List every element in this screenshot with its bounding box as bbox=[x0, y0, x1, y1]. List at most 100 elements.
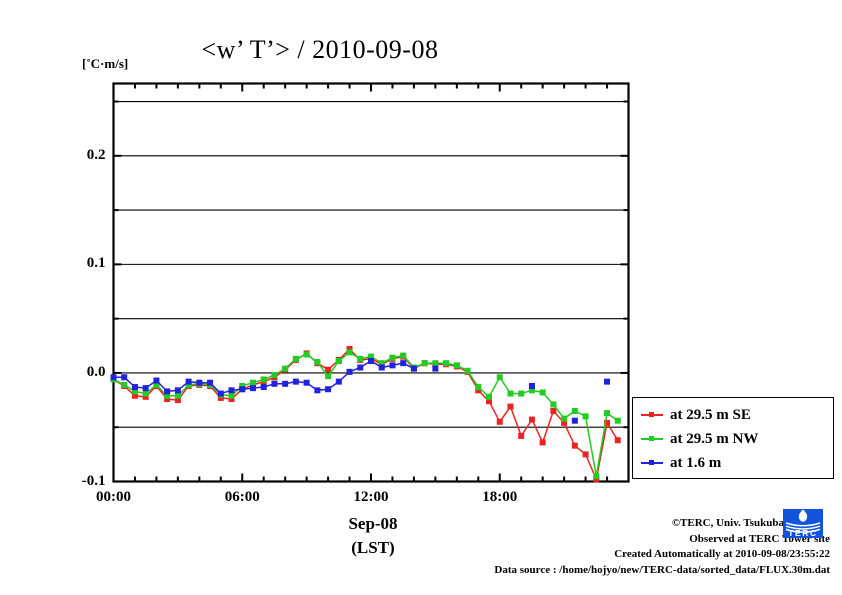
data-point bbox=[357, 355, 364, 362]
data-point bbox=[389, 354, 396, 361]
legend: at 29.5 m SE at 29.5 m NW at 1.6 m bbox=[632, 397, 834, 479]
series-3 bbox=[432, 365, 611, 424]
y-axis-tick-label: 0.0 bbox=[86, 363, 106, 380]
data-point bbox=[174, 387, 181, 394]
terc-logo: TERC bbox=[783, 509, 823, 538]
data-point bbox=[174, 392, 181, 399]
data-point bbox=[400, 352, 407, 359]
data-point bbox=[443, 360, 450, 367]
data-point bbox=[260, 384, 267, 391]
data-point bbox=[528, 416, 535, 423]
data-point bbox=[303, 379, 310, 386]
data-point bbox=[421, 360, 428, 367]
x-axis-caption-timezone: (LST) bbox=[351, 538, 395, 557]
data-point bbox=[614, 417, 621, 424]
data-point bbox=[389, 362, 396, 369]
data-point bbox=[367, 357, 374, 364]
data-point bbox=[292, 355, 299, 362]
data-point bbox=[539, 439, 546, 446]
data-point bbox=[110, 374, 117, 381]
data-point bbox=[314, 387, 321, 394]
data-point bbox=[153, 377, 160, 384]
data-point bbox=[614, 437, 621, 444]
data-point bbox=[131, 384, 138, 391]
legend-item-label: at 29.5 m SE bbox=[670, 406, 751, 423]
page-title: <w’ T’> / 2010-09-08 bbox=[201, 35, 439, 65]
data-point bbox=[217, 390, 224, 397]
legend-item[interactable]: at 29.5 m SE bbox=[641, 404, 751, 426]
y-axis-tick-label: -0.1 bbox=[81, 472, 106, 489]
footer-copyright: ©TERC, Univ. Tsukuba bbox=[671, 517, 784, 529]
data-point bbox=[486, 393, 493, 400]
data-point bbox=[475, 384, 482, 391]
data-point bbox=[185, 378, 192, 385]
data-point bbox=[325, 373, 332, 380]
data-point bbox=[539, 389, 546, 396]
x-axis-tick-label: 12:00 bbox=[353, 488, 389, 505]
data-point bbox=[571, 417, 578, 424]
data-point bbox=[335, 378, 342, 385]
data-point bbox=[507, 403, 514, 410]
series-0 bbox=[110, 346, 621, 483]
legend-item-label: at 1.6 m bbox=[670, 454, 722, 471]
data-point bbox=[249, 379, 256, 386]
data-point bbox=[292, 378, 299, 385]
data-point bbox=[604, 378, 611, 385]
data-point bbox=[142, 390, 149, 397]
data-point bbox=[496, 418, 503, 425]
data-point bbox=[550, 407, 557, 414]
data-point bbox=[357, 364, 364, 371]
data-point bbox=[260, 376, 267, 383]
data-point bbox=[346, 368, 353, 375]
data-point bbox=[325, 366, 332, 373]
data-point bbox=[239, 386, 246, 393]
data-point bbox=[207, 379, 214, 386]
data-point bbox=[496, 374, 503, 381]
footer-data-source: Data source : /home/hojyo/new/TERC-data/… bbox=[494, 563, 830, 576]
legend-item[interactable]: at 1.6 m bbox=[641, 452, 721, 474]
data-point bbox=[228, 392, 235, 399]
data-point bbox=[604, 419, 611, 426]
data-point bbox=[121, 381, 128, 388]
footer-observed-at: Observed at TERC Tower site bbox=[689, 532, 830, 545]
data-point bbox=[582, 451, 589, 458]
footer: ©TERC, Univ. Tsukuba Observed at TERC To… bbox=[400, 516, 830, 578]
data-point bbox=[432, 365, 439, 372]
data-series-group bbox=[110, 346, 621, 483]
x-axis-tick-label: 18:00 bbox=[482, 488, 518, 505]
data-point bbox=[464, 367, 471, 374]
series-1 bbox=[110, 349, 621, 480]
x-axis-caption-date: Sep-08 bbox=[348, 514, 398, 533]
data-point bbox=[142, 385, 149, 392]
data-point bbox=[571, 407, 578, 414]
data-point bbox=[303, 351, 310, 358]
data-point bbox=[507, 390, 514, 397]
data-point bbox=[282, 365, 289, 372]
logo-drop-shape bbox=[798, 511, 808, 522]
data-point bbox=[282, 380, 289, 387]
y-axis-tick-label: 0.2 bbox=[86, 146, 106, 163]
data-point bbox=[582, 413, 589, 420]
legend-item[interactable]: at 29.5 m NW bbox=[641, 428, 758, 450]
footer-created-at: Created Automatically at 2010-09-08/23:5… bbox=[614, 548, 830, 560]
logo-text: TERC bbox=[788, 528, 818, 538]
data-point bbox=[604, 410, 611, 417]
y-axis-tick-label: 0.1 bbox=[86, 255, 106, 272]
legend-marker-icon bbox=[641, 433, 663, 445]
x-axis-caption: Sep-08 (LST) bbox=[293, 512, 453, 560]
data-point bbox=[346, 349, 353, 356]
data-point bbox=[249, 385, 256, 392]
legend-marker-icon bbox=[641, 457, 663, 469]
data-point bbox=[453, 362, 460, 369]
data-point bbox=[593, 473, 600, 480]
data-point bbox=[325, 386, 332, 393]
data-point bbox=[528, 382, 535, 389]
x-axis-tick-label: 06:00 bbox=[224, 488, 260, 505]
data-point bbox=[196, 379, 203, 386]
logo-wave bbox=[785, 525, 821, 530]
data-point bbox=[271, 380, 278, 387]
data-point bbox=[518, 432, 525, 439]
x-axis-tick-label: 00:00 bbox=[96, 488, 131, 505]
